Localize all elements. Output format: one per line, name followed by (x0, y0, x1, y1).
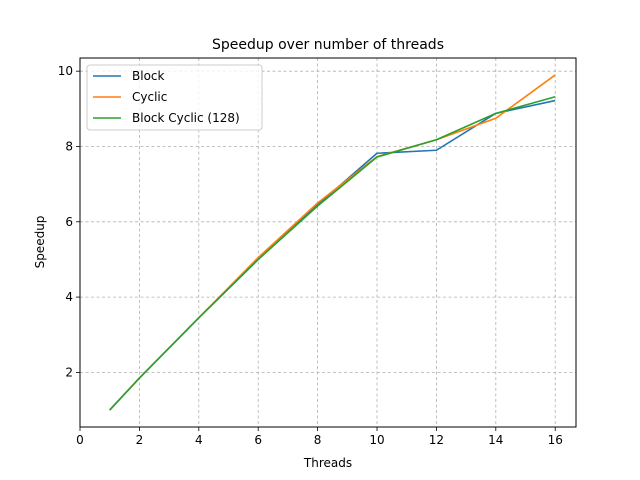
x-tick-label: 12 (429, 433, 444, 447)
legend-frame (86, 64, 263, 131)
x-tick-label: 16 (548, 433, 563, 447)
y-axis-label: Speedup (33, 216, 47, 269)
x-tick-label: 10 (369, 433, 384, 447)
axis-ticks: 0 2 4 6 8 10 12 14 16 2 4 6 8 10 (58, 64, 563, 447)
legend-label-block: Block (132, 69, 165, 83)
legend-label-block-cyclic-128: Block Cyclic (128) (132, 111, 240, 125)
y-tick-label: 2 (65, 365, 73, 379)
x-tick-label: 6 (254, 433, 262, 447)
y-tick-label: 8 (65, 139, 73, 153)
x-tick-label: 8 (314, 433, 322, 447)
series-line-block-cyclic-128 (109, 96, 556, 411)
x-tick-label: 4 (195, 433, 203, 447)
chart-title: Speedup over number of threads (212, 37, 444, 53)
plot-area-frame (79, 57, 577, 428)
x-tick-label: 0 (76, 433, 84, 447)
x-axis-label: Threads (303, 456, 352, 470)
legend-label-cyclic: Cyclic (132, 90, 167, 104)
y-tick-label: 10 (58, 64, 73, 78)
y-tick-label: 6 (65, 215, 73, 229)
x-tick-label: 2 (136, 433, 144, 447)
x-tick-label: 14 (488, 433, 503, 447)
y-tick-label: 4 (65, 290, 73, 304)
series-lines (109, 74, 556, 411)
legend: Block Cyclic Block Cyclic (128) (86, 64, 263, 131)
